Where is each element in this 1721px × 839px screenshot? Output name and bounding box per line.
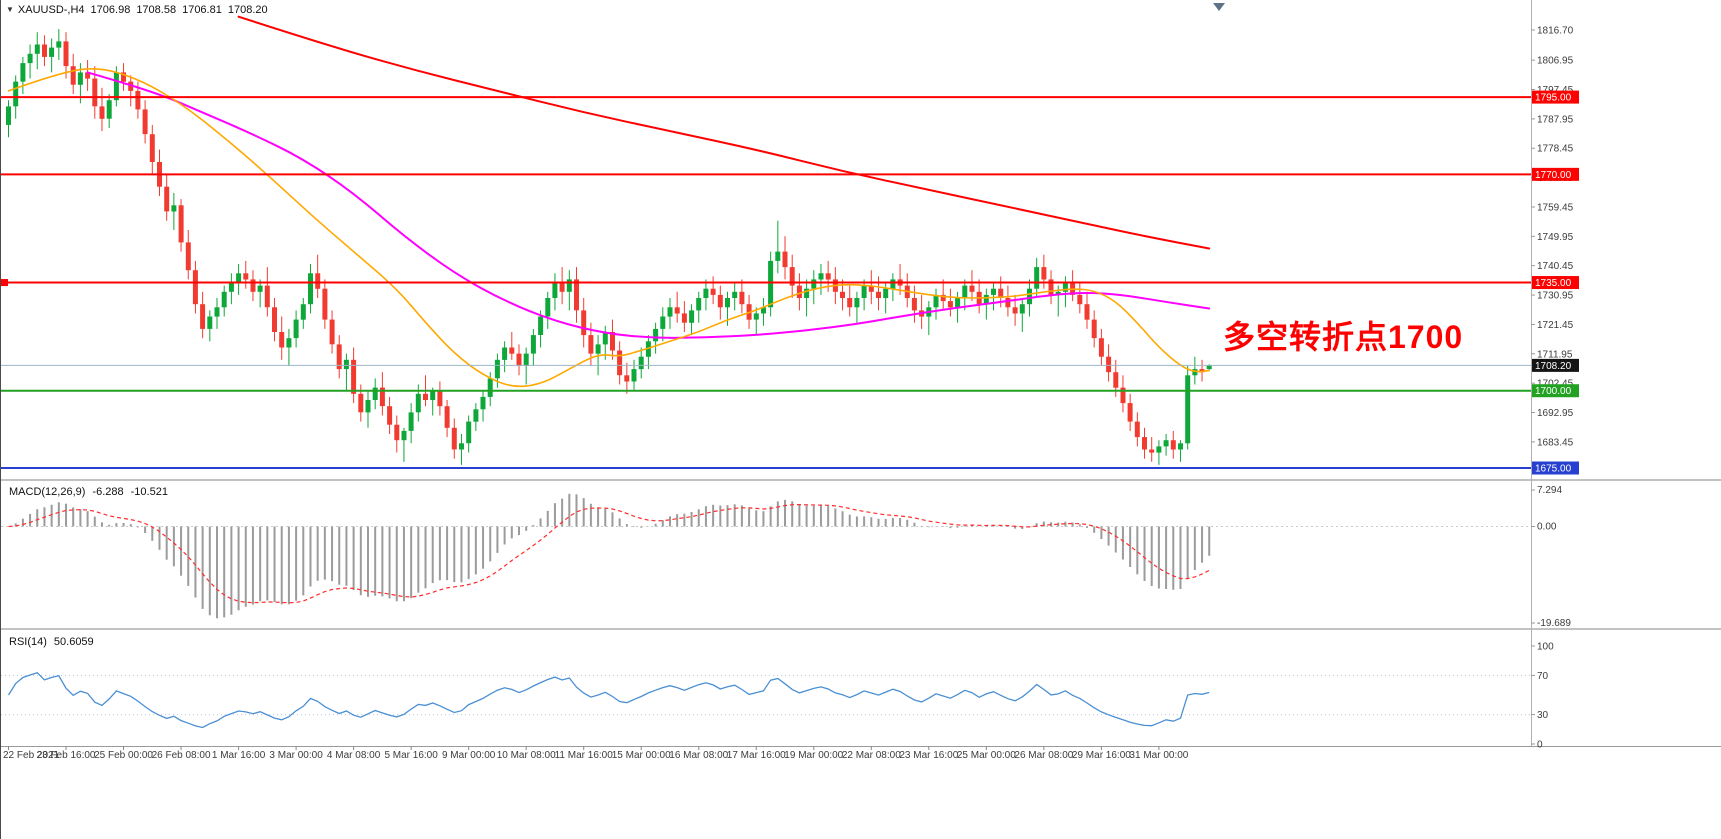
svg-text:1795.00: 1795.00 xyxy=(1535,93,1572,104)
one-click-trading-icon[interactable]: ▼ xyxy=(6,5,14,14)
svg-text:1711.95: 1711.95 xyxy=(1537,349,1573,360)
svg-text:22 Feb 2021: 22 Feb 2021 xyxy=(3,750,60,761)
svg-text:5 Mar 16:00: 5 Mar 16:00 xyxy=(384,750,438,761)
ohlc-high: 1708.58 xyxy=(136,4,177,16)
svg-text:1683.45: 1683.45 xyxy=(1537,437,1574,448)
macd-value-signal: -10.521 xyxy=(130,486,168,498)
svg-text:1759.45: 1759.45 xyxy=(1537,202,1574,213)
svg-text:9 Mar 00:00: 9 Mar 00:00 xyxy=(442,750,496,761)
macd-value-main: -6.288 xyxy=(92,486,124,498)
macd-histogram xyxy=(14,493,1211,619)
svg-text:26 Mar 08:00: 26 Mar 08:00 xyxy=(1014,750,1073,761)
svg-text:1730.95: 1730.95 xyxy=(1537,291,1574,302)
ohlc-close: 1708.20 xyxy=(227,4,268,16)
svg-text:15 Mar 00:00: 15 Mar 00:00 xyxy=(612,750,671,761)
price-annotation[interactable]: 多空转折点1700 xyxy=(1223,319,1464,355)
ma-long-red xyxy=(237,15,1211,250)
svg-text:7.294: 7.294 xyxy=(1537,485,1562,496)
svg-text:19 Mar 00:00: 19 Mar 00:00 xyxy=(784,750,843,761)
macd-name: MACD(12,26,9) xyxy=(9,486,86,498)
rsi-axis: 100 70 30 0 xyxy=(1531,642,1554,751)
svg-text:4 Mar 08:00: 4 Mar 08:00 xyxy=(327,750,381,761)
svg-text:17 Mar 16:00: 17 Mar 16:00 xyxy=(727,750,786,761)
svg-text:0.00: 0.00 xyxy=(1537,522,1557,533)
svg-text:31 Mar 00:00: 31 Mar 00:00 xyxy=(1129,750,1188,761)
svg-text:1721.45: 1721.45 xyxy=(1537,320,1574,331)
ohlc-open: 1706.98 xyxy=(90,4,131,16)
rsi-value: 50.6059 xyxy=(53,636,94,648)
svg-text:1740.45: 1740.45 xyxy=(1537,261,1574,272)
macd-signal-line xyxy=(8,503,1210,604)
ohlc-low: 1706.81 xyxy=(182,4,222,16)
svg-text:1735.00: 1735.00 xyxy=(1535,278,1572,289)
panel-separator[interactable] xyxy=(1,479,1721,481)
svg-text:1675.00: 1675.00 xyxy=(1535,464,1572,475)
svg-text:23 Feb 16:00: 23 Feb 16:00 xyxy=(37,750,96,761)
svg-text:25 Feb 00:00: 25 Feb 00:00 xyxy=(94,750,153,761)
svg-text:1700.00: 1700.00 xyxy=(1535,386,1572,397)
rsi-name: RSI(14) xyxy=(9,636,47,648)
rsi-line xyxy=(7,671,1210,729)
candles-layer xyxy=(6,29,1212,465)
ma-fast-orange xyxy=(7,68,1210,388)
svg-text:3 Mar 00:00: 3 Mar 00:00 xyxy=(269,750,323,761)
svg-text:22 Mar 08:00: 22 Mar 08:00 xyxy=(842,750,901,761)
macd-axis: 7.294 0.00 -19.689 xyxy=(1531,485,1571,629)
chart-title: ▼ XAUUSD-,H4 1706.98 1708.58 1706.81 1708.20 xyxy=(6,4,268,16)
svg-text:-19.689: -19.689 xyxy=(1537,618,1571,629)
svg-text:1708.20: 1708.20 xyxy=(1535,361,1572,372)
svg-text:1778.45: 1778.45 xyxy=(1537,144,1574,155)
svg-text:1797.45: 1797.45 xyxy=(1537,85,1574,96)
svg-text:70: 70 xyxy=(1537,671,1549,682)
macd-indicator-label: MACD(12,26,9) -6.288 -10.521 xyxy=(9,486,175,498)
svg-text:100: 100 xyxy=(1537,642,1554,653)
svg-text:1 Mar 16:00: 1 Mar 16:00 xyxy=(212,750,266,761)
svg-text:23 Mar 16:00: 23 Mar 16:00 xyxy=(899,750,958,761)
ma-mid-magenta xyxy=(86,71,1211,339)
svg-text:25 Mar 00:00: 25 Mar 00:00 xyxy=(957,750,1016,761)
svg-text:1749.95: 1749.95 xyxy=(1537,232,1574,243)
svg-text:0: 0 xyxy=(1537,740,1543,751)
svg-text:26 Feb 08:00: 26 Feb 08:00 xyxy=(152,750,211,761)
rsi-indicator-label: RSI(14) 50.6059 xyxy=(9,636,101,648)
svg-text:10 Mar 08:00: 10 Mar 08:00 xyxy=(497,750,556,761)
panel-separator[interactable] xyxy=(1,628,1721,630)
svg-text:1770.00: 1770.00 xyxy=(1535,170,1572,181)
svg-text:29 Mar 16:00: 29 Mar 16:00 xyxy=(1072,750,1131,761)
svg-text:1787.95: 1787.95 xyxy=(1537,114,1574,125)
symbol-period-label: XAUUSD-,H4 xyxy=(17,4,85,16)
hline-handle[interactable] xyxy=(1,279,8,287)
svg-text:1702.45: 1702.45 xyxy=(1537,379,1574,390)
svg-text:1806.95: 1806.95 xyxy=(1537,56,1574,67)
chart-shift-marker-icon[interactable] xyxy=(1213,3,1225,11)
svg-text:1816.70: 1816.70 xyxy=(1537,26,1574,37)
svg-text:30: 30 xyxy=(1537,710,1549,721)
svg-text:11 Mar 16:00: 11 Mar 16:00 xyxy=(555,750,614,761)
price-axis: 1816.701806.951797.451787.951778.451768.… xyxy=(1531,26,1579,475)
svg-text:16 Mar 08:00: 16 Mar 08:00 xyxy=(669,750,728,761)
svg-text:1692.95: 1692.95 xyxy=(1537,408,1574,419)
